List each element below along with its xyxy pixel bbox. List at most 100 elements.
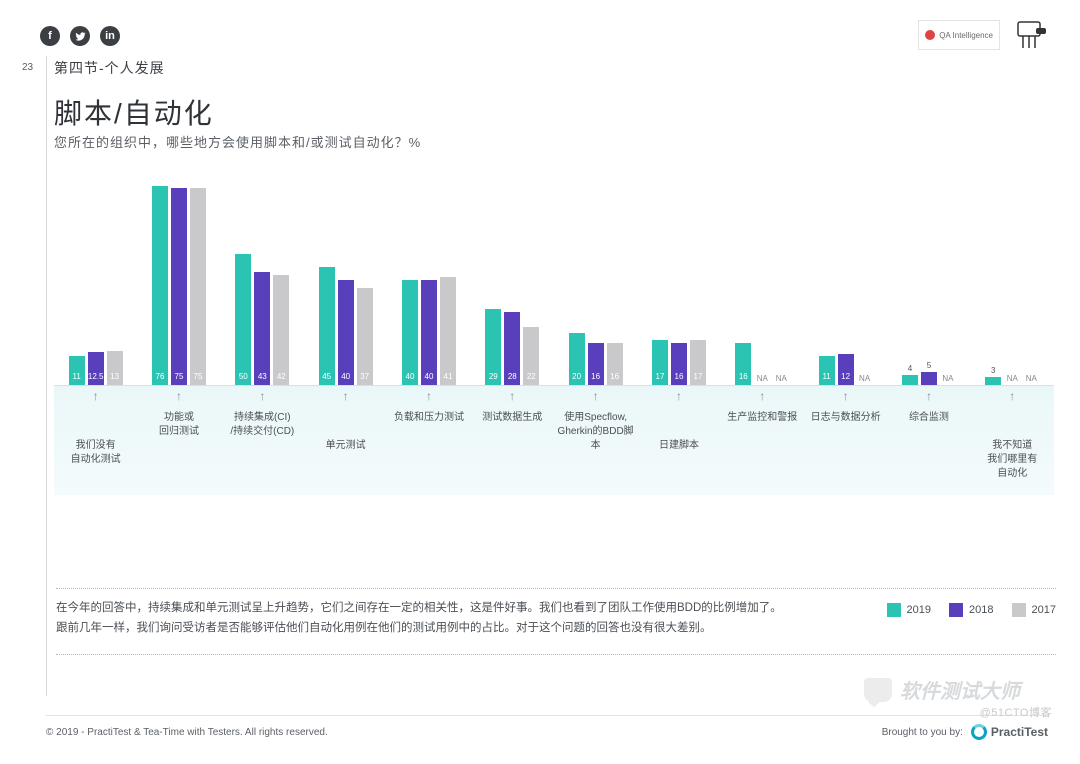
bar-value-label: 75 (194, 372, 203, 381)
category-label: 持续集成(CI)/持续交付(CD) (219, 411, 305, 439)
bar-value-label: NA (859, 374, 870, 383)
bar-value-label: 13 (110, 372, 119, 381)
legend-item: 2019 (887, 603, 931, 617)
section-label: 第四节-个人发展 (54, 58, 165, 78)
bar-value-label: 50 (239, 372, 248, 381)
up-arrow-icon: ↑ (259, 389, 265, 403)
bar-value-label: 40 (341, 372, 350, 381)
bar-value-label: 43 (258, 372, 267, 381)
chart-group: 201616↑使用Specflow,Gherkin的BDD脚本 (554, 175, 637, 495)
category-label: 我们没有自动化测试 (53, 439, 139, 467)
chart-bars: 454037 (319, 267, 373, 385)
legend-label: 2019 (907, 604, 931, 616)
category-label: 单元测试 (303, 439, 389, 453)
category-label: 我不知道我们哪里有自动化 (969, 439, 1055, 481)
bar-2019: 76 (152, 186, 168, 386)
bar-2019: 40 (402, 280, 418, 385)
bar-2019: 50 (235, 254, 251, 385)
bar-value-label: NA (1007, 374, 1018, 383)
bar-2019: 17 (652, 340, 668, 385)
chart-group: 76 75 75 ↑ 功能或回归测试 (137, 175, 220, 495)
chart-bars: 29 28 22 (485, 309, 539, 385)
bar-2018: 28 (504, 312, 520, 386)
bar-value-label: NA (776, 374, 787, 383)
bar-value-label: 41 (444, 372, 453, 381)
bar-value-label: 12 (841, 372, 850, 381)
bar-2019: 4 (902, 375, 918, 386)
bar-2019: 11 (819, 356, 835, 385)
bar-2017: 75 (190, 188, 206, 385)
bar-2019: 11 (69, 356, 85, 385)
wechat-bubble-icon (864, 678, 892, 702)
bar-2019: 3 (985, 377, 1001, 385)
stt-logo-icon (1012, 18, 1048, 52)
facebook-icon[interactable]: f (40, 26, 60, 46)
bar-2017: NA (940, 381, 956, 385)
up-arrow-icon: ↑ (176, 389, 182, 403)
bar-value-label: 22 (527, 372, 536, 381)
bar-value-label: 12.5 (88, 372, 104, 381)
bar-2019: 20 (569, 333, 585, 386)
brought-by-label: Brought to you by: (882, 727, 963, 738)
footer: © 2019 - PractiTest & Tea-Time with Test… (46, 715, 1048, 740)
bar-2018: 16 (588, 343, 604, 385)
qa-intelligence-logo: QA Intelligence (918, 20, 1000, 50)
bar-value-label: NA (1026, 374, 1037, 383)
chart-bars: 3NANA (985, 377, 1039, 385)
practitest-logo: PractiTest (971, 724, 1048, 740)
social-icons: f in (40, 26, 120, 46)
bar-2017: NA (1023, 381, 1039, 385)
bar-value-label: NA (757, 374, 768, 383)
up-arrow-icon: ↑ (843, 389, 849, 403)
up-arrow-icon: ↑ (593, 389, 599, 403)
bar-value-label: 11 (73, 372, 81, 381)
bar-2018: 16 (671, 343, 687, 385)
chart-bars: 11 12.5 13 (69, 351, 123, 385)
up-arrow-icon: ↑ (509, 389, 515, 403)
bar-2018: 12 (838, 354, 854, 386)
category-label: 功能或回归测试 (136, 411, 222, 439)
bar-2018: NA (754, 381, 770, 385)
bar-value-label: NA (942, 374, 953, 383)
up-arrow-icon: ↑ (676, 389, 682, 403)
page-root: f in QA Intelligence 23 第四节-个人发展 脚本/自动化 … (0, 0, 1080, 764)
legend-swatch (949, 603, 963, 617)
bar-2017: 22 (523, 327, 539, 385)
bar-value-label: 17 (656, 372, 665, 381)
chart-group: 1112NA↑日志与数据分析 (804, 175, 887, 495)
chart-bars: 404041 (402, 277, 456, 385)
practitest-logo-text: PractiTest (991, 725, 1048, 739)
bar-value-label: 20 (572, 372, 581, 381)
twitter-icon[interactable] (70, 26, 90, 46)
bar-2017: NA (773, 381, 789, 385)
legend-label: 2018 (969, 604, 993, 616)
linkedin-icon[interactable]: in (100, 26, 120, 46)
bar-2017: 17 (690, 340, 706, 385)
legend-swatch (1012, 603, 1026, 617)
bar-chart: 1112.513↑我们没有自动化测试767575↑功能或回归测试504342↑持… (54, 175, 1054, 505)
watermark: 软件测试大师 (864, 675, 1020, 704)
bar-2019: 16 (735, 343, 751, 385)
category-label: 负载和压力测试 (386, 411, 472, 425)
chart-bars: 504342 (235, 254, 289, 385)
chart-bars: 201616 (569, 333, 623, 386)
bar-2018: NA (1004, 381, 1020, 385)
category-label: 生产监控和警报 (719, 411, 805, 425)
bar-value-label: 29 (489, 372, 498, 381)
legend-label: 2017 (1032, 604, 1056, 616)
chart-bars: 45NA (902, 372, 956, 385)
bar-2018: 12.5 (88, 352, 104, 385)
up-arrow-icon: ↑ (759, 389, 765, 403)
bar-value-label: 4 (908, 364, 912, 373)
up-arrow-icon: ↑ (93, 389, 99, 403)
bar-2017: 13 (107, 351, 123, 385)
bar-2017: 41 (440, 277, 456, 385)
copyright: © 2019 - PractiTest & Tea-Time with Test… (46, 727, 328, 738)
chart-group: 3NANA↑我不知道我们哪里有自动化 (971, 175, 1054, 495)
bar-value-label: 11 (822, 372, 830, 381)
chart-group: 504342↑持续集成(CI)/持续交付(CD) (221, 175, 304, 495)
commentary-text: 在今年的回答中，持续集成和单元测试呈上升趋势，它们之间存在一定的相关性，这是件好… (56, 599, 816, 638)
up-arrow-icon: ↑ (1009, 389, 1015, 403)
chart-groups: 1112.513↑我们没有自动化测试767575↑功能或回归测试504342↑持… (54, 175, 1054, 495)
bar-value-label: 75 (175, 372, 184, 381)
